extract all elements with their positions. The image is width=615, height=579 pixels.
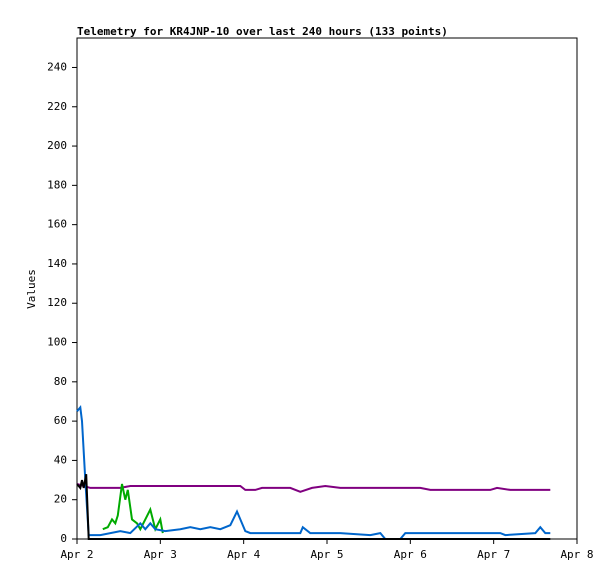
y-tick-label: 100	[47, 336, 67, 349]
y-tick-label: 0	[60, 532, 67, 545]
series-line	[76, 474, 551, 540]
y-tick-label: 40	[54, 453, 67, 466]
chart-title: Telemetry for KR4JNP-10 over last 240 ho…	[77, 25, 448, 38]
y-tick-label: 120	[47, 296, 67, 309]
series-line	[76, 405, 551, 540]
x-tick-label: Apr 3	[144, 548, 177, 561]
y-tick-label: 140	[47, 257, 67, 270]
x-tick-label: Apr 6	[394, 548, 427, 561]
x-tick-label: Apr 5	[310, 548, 343, 561]
x-tick-label: Apr 7	[477, 548, 510, 561]
y-tick-label: 80	[54, 375, 67, 388]
x-tick-label: Apr 4	[227, 548, 260, 561]
y-tick-label: 60	[54, 414, 67, 427]
series-line	[76, 483, 551, 493]
series-line	[102, 483, 164, 534]
plot-frame	[76, 37, 578, 540]
y-tick-label: 180	[47, 178, 67, 191]
y-tick-label: 220	[47, 100, 67, 113]
x-tick-label: Apr 8	[560, 548, 593, 561]
y-tick-label: 200	[47, 139, 67, 152]
y-tick-label: 240	[47, 60, 67, 73]
y-axis-label: Values	[25, 269, 38, 309]
x-tick-label: Apr 2	[60, 548, 93, 561]
y-tick-label: 160	[47, 218, 67, 231]
y-tick-label: 20	[54, 493, 67, 506]
